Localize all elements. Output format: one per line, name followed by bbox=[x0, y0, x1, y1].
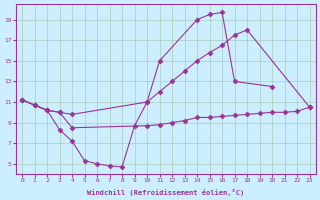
X-axis label: Windchill (Refroidissement éolien,°C): Windchill (Refroidissement éolien,°C) bbox=[87, 189, 244, 196]
